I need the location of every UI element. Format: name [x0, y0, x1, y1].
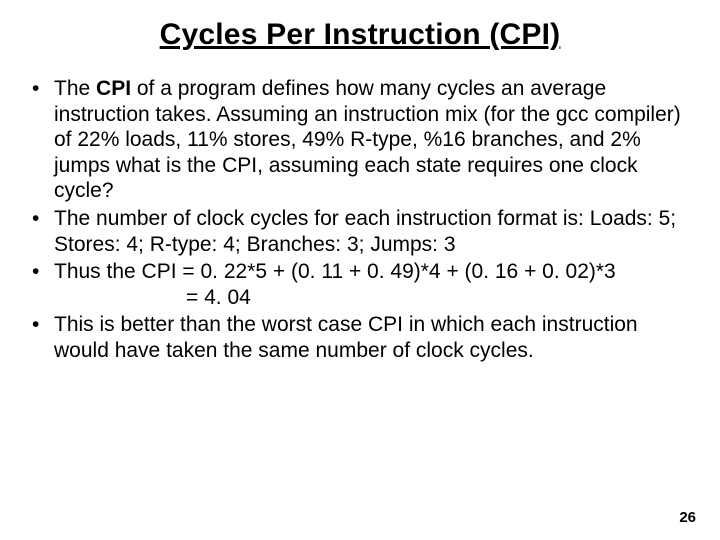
bullet1-bold: CPI: [96, 77, 131, 100]
bullet3-line2: = 4. 04: [54, 285, 692, 311]
bullet3-line1: Thus the CPI = 0. 22*5 + (0. 11 + 0. 49)…: [54, 260, 616, 283]
bullet1-post: of a program defines how many cycles an …: [54, 77, 681, 202]
bullet-list: The CPI of a program defines how many cy…: [28, 76, 692, 364]
bullet-item-1: The CPI of a program defines how many cy…: [32, 76, 692, 204]
bullet-item-3: Thus the CPI = 0. 22*5 + (0. 11 + 0. 49)…: [32, 259, 692, 310]
page-number: 26: [679, 509, 696, 526]
bullet-item-4: This is better than the worst case CPI i…: [32, 312, 692, 363]
bullet-item-2: The number of clock cycles for each inst…: [32, 206, 692, 257]
slide-title: Cycles Per Instruction (CPI): [28, 18, 692, 52]
bullet1-pre: The: [54, 77, 96, 100]
